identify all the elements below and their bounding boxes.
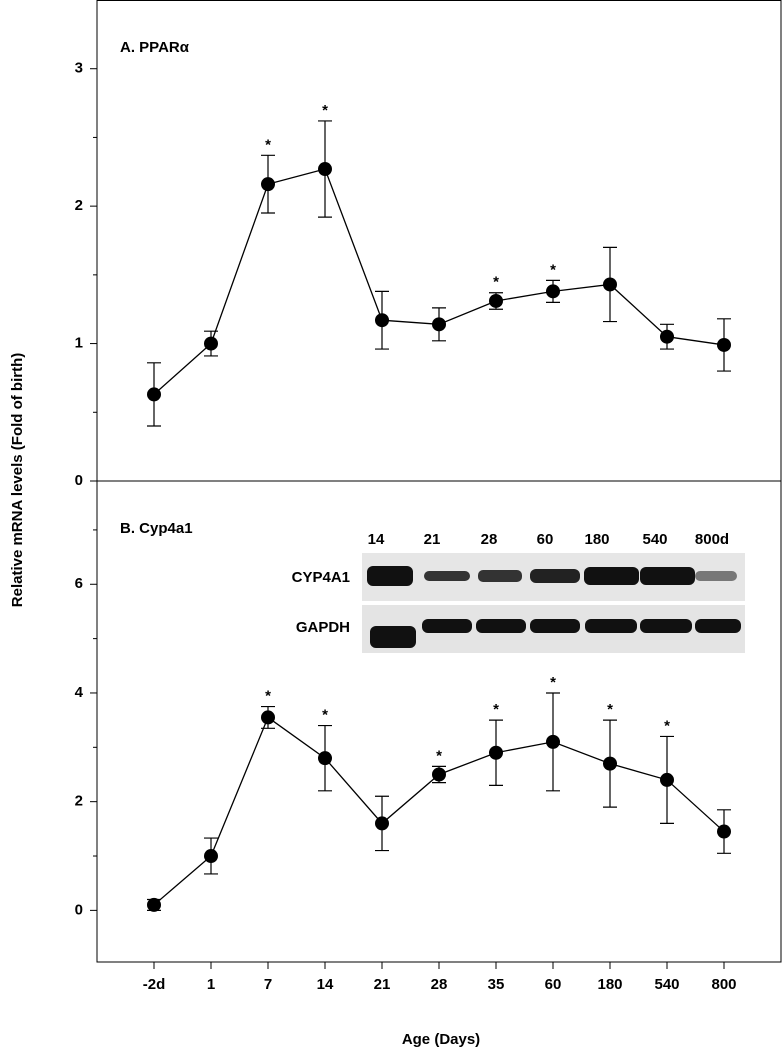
marker xyxy=(318,751,332,766)
marker xyxy=(489,745,503,760)
marker xyxy=(318,162,332,177)
significance-label: * xyxy=(550,674,556,691)
row-label: GAPDH xyxy=(296,619,350,636)
x-tick-label: 1 xyxy=(207,976,215,993)
band xyxy=(424,571,470,581)
band xyxy=(530,569,580,583)
band xyxy=(695,619,741,633)
lane-label: 14 xyxy=(368,531,385,548)
marker xyxy=(603,277,617,292)
marker xyxy=(603,756,617,771)
band xyxy=(640,567,695,585)
row-label: CYP4A1 xyxy=(292,569,350,586)
x-tick-label: -2d xyxy=(143,976,166,993)
y-tick-label: 1 xyxy=(75,335,83,352)
marker xyxy=(375,816,389,831)
lane-label: 28 xyxy=(481,531,498,548)
marker xyxy=(147,897,161,912)
marker xyxy=(546,284,560,299)
y-axis-label: Relative mRNA levels (Fold of birth) xyxy=(9,353,26,607)
y-tick-label: 4 xyxy=(75,684,84,701)
x-tick-label: 21 xyxy=(374,976,391,993)
marker xyxy=(147,387,161,402)
band xyxy=(367,566,413,586)
marker xyxy=(261,177,275,192)
series-line xyxy=(153,168,725,395)
band xyxy=(530,619,580,633)
significance-label: * xyxy=(493,701,499,718)
x-tick-label: 540 xyxy=(654,976,679,993)
band xyxy=(585,619,637,633)
significance-label: * xyxy=(322,102,328,119)
band xyxy=(478,570,522,582)
y-tick-label: 2 xyxy=(75,197,83,214)
blot-inset: 14 21 28 60 180 540 800d CYP4A1 GAPDH xyxy=(292,531,745,653)
significance-label: * xyxy=(550,261,556,278)
y-tick-label: 3 xyxy=(75,60,83,77)
marker xyxy=(489,293,503,308)
marker xyxy=(375,313,389,328)
x-axis-label: Age (Days) xyxy=(402,1031,480,1048)
y-tick-label: 6 xyxy=(75,575,83,592)
x-tick-label: 7 xyxy=(264,976,272,993)
significance-label: * xyxy=(664,717,670,734)
significance-label: * xyxy=(493,274,499,291)
panel-title: B. Cyp4a1 xyxy=(120,520,193,537)
band xyxy=(422,619,472,633)
x-tick-label: 28 xyxy=(431,976,448,993)
marker xyxy=(660,772,674,787)
x-tick-label: 180 xyxy=(597,976,622,993)
band xyxy=(695,571,737,581)
marker xyxy=(432,767,446,782)
significance-label: * xyxy=(607,701,613,718)
significance-label: * xyxy=(436,747,442,764)
lane-label: 60 xyxy=(537,531,554,548)
marker xyxy=(660,329,674,344)
marker xyxy=(204,336,218,351)
lane-label: 180 xyxy=(584,531,609,548)
x-tick-label: 60 xyxy=(545,976,562,993)
marker xyxy=(432,317,446,332)
lane-label: 540 xyxy=(642,531,667,548)
marker xyxy=(717,337,731,352)
lane-label: 21 xyxy=(424,531,441,548)
band xyxy=(370,626,416,648)
panel-title: A. PPARα xyxy=(120,39,190,56)
y-tick-label: 2 xyxy=(75,793,83,810)
y-tick-label: 0 xyxy=(75,901,83,918)
band xyxy=(476,619,526,633)
marker xyxy=(546,734,560,749)
lane-label: 800d xyxy=(695,531,729,548)
series-line xyxy=(153,716,725,906)
significance-label: * xyxy=(265,136,271,153)
significance-label: * xyxy=(265,688,271,705)
marker xyxy=(261,710,275,725)
x-tick-label: 14 xyxy=(317,976,334,993)
marker xyxy=(204,849,218,864)
y-tick-label: 0 xyxy=(75,472,83,489)
marker xyxy=(717,824,731,839)
x-tick-label: 35 xyxy=(488,976,505,993)
significance-label: * xyxy=(322,707,328,724)
band xyxy=(640,619,692,633)
x-tick-label: 800 xyxy=(711,976,736,993)
band xyxy=(584,567,639,585)
